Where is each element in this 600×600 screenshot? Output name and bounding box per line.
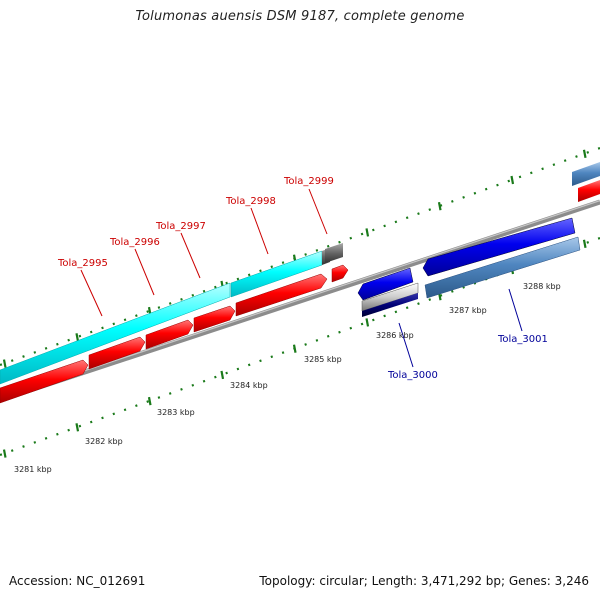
major-tick xyxy=(437,202,442,211)
major-tick xyxy=(75,423,80,432)
gene-block-grey-2999 xyxy=(325,243,343,263)
cds-arrow-tola-2997b xyxy=(193,305,236,333)
scale-label-3286: 3286 kbp xyxy=(376,331,414,340)
gene-block-cyan xyxy=(0,282,231,385)
major-tick xyxy=(2,359,7,368)
cds-arrow-tola-3001 xyxy=(422,217,576,277)
label-leaders xyxy=(80,188,523,368)
cds-arrow-tola-2995 xyxy=(0,359,89,404)
map-title: Tolumonas auensis DSM 9187, complete gen… xyxy=(135,9,465,24)
forward-gene-track xyxy=(0,243,343,385)
cds-arrow-tola-2999 xyxy=(331,264,349,283)
scale-label-3281: 3281 kbp xyxy=(14,465,52,474)
major-tick xyxy=(510,175,515,185)
cds-arrow-tola-3000 xyxy=(357,267,414,301)
leader-tola-2997 xyxy=(180,232,201,279)
scale-label-3287: 3287 kbp xyxy=(449,306,487,315)
scale-label-3284: 3284 kbp xyxy=(230,381,268,390)
leader-tola-2995 xyxy=(80,269,103,317)
major-tick xyxy=(147,396,152,406)
leader-tola-3000 xyxy=(398,322,414,368)
major-tick xyxy=(2,449,7,458)
label-tola-2996: Tola_2996 xyxy=(109,237,160,248)
label-tola-2998: Tola_2998 xyxy=(225,196,276,207)
upper-right-genes xyxy=(572,162,600,202)
leader-tola-3001 xyxy=(508,288,523,332)
cds-arrow-tola-2998 xyxy=(235,273,328,317)
scale-label-3285: 3285 kbp xyxy=(304,355,342,364)
topology-text: Topology: circular; Length: 3,471,292 bp… xyxy=(259,574,589,588)
gene-block-steel-3001 xyxy=(424,236,581,299)
label-tola-3001: Tola_3001 xyxy=(497,334,548,345)
major-ticks xyxy=(2,149,587,458)
label-tola-3000: Tola_3000 xyxy=(387,370,438,381)
genome-backbone xyxy=(0,199,600,403)
genome-backbone-highlight xyxy=(0,200,600,400)
label-tola-2999: Tola_2999 xyxy=(283,176,334,187)
major-tick xyxy=(582,149,587,158)
major-tick xyxy=(292,344,297,353)
major-tick xyxy=(220,370,225,380)
accession-text: Accession: NC_012691 xyxy=(9,574,146,588)
gene-block-navy xyxy=(362,293,418,317)
forward-cds-track xyxy=(0,264,349,404)
gene-block-steel xyxy=(572,162,600,186)
scale-label-3283: 3283 kbp xyxy=(157,408,195,417)
reverse-cds-track xyxy=(357,217,576,301)
major-tick xyxy=(582,239,587,248)
major-tick xyxy=(365,228,370,237)
label-tola-2997: Tola_2997 xyxy=(155,221,206,232)
leader-tola-2999 xyxy=(308,188,328,235)
scale-labels: 3281 kbp 3282 kbp 3283 kbp 3284 kbp 3285… xyxy=(14,282,561,474)
scale-label-3282: 3282 kbp xyxy=(85,437,123,446)
leader-tola-2998 xyxy=(250,207,269,255)
cds-arrow-red xyxy=(578,180,600,202)
scale-label-3288: 3288 kbp xyxy=(523,282,561,291)
gene-labels: Tola_2995 Tola_2996 Tola_2997 Tola_2998 … xyxy=(57,176,548,381)
label-tola-2995: Tola_2995 xyxy=(57,258,108,269)
major-tick xyxy=(75,333,80,342)
reverse-gene-track xyxy=(361,236,581,317)
cds-arrow-tola-2996 xyxy=(88,336,146,370)
leader-tola-2996 xyxy=(134,248,155,296)
major-tick xyxy=(365,318,370,327)
cds-arrow-tola-2997 xyxy=(145,319,194,350)
